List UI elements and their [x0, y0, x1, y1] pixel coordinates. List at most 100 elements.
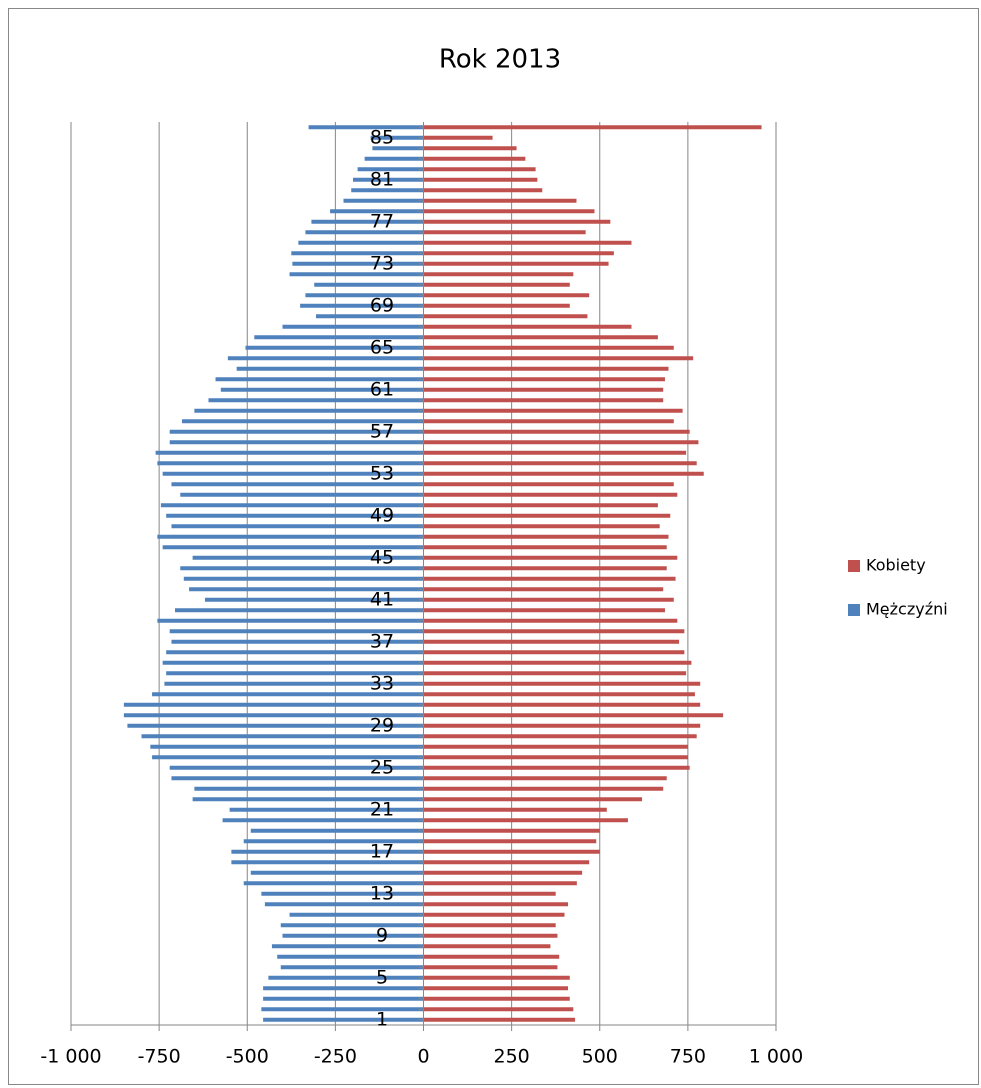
bar [169, 765, 424, 770]
bar [183, 576, 424, 581]
bar [227, 356, 424, 361]
y-tick-label: 49 [370, 504, 394, 526]
bar [189, 587, 424, 592]
y-tick-label: 73 [370, 252, 394, 274]
bar [157, 618, 424, 623]
bar [423, 797, 643, 802]
bar [423, 482, 674, 487]
bar [423, 188, 543, 193]
bar [423, 597, 674, 602]
bar [423, 272, 574, 277]
bar [123, 702, 424, 707]
y-tick-label: 81 [370, 168, 394, 190]
bar [423, 440, 699, 445]
bar [236, 366, 424, 371]
bar [152, 755, 424, 760]
bar [171, 639, 424, 644]
bar [423, 429, 690, 434]
bar [423, 377, 665, 382]
bar [364, 156, 424, 161]
y-tick-label: 69 [370, 294, 394, 316]
bar [423, 167, 536, 172]
bar [289, 272, 424, 277]
bar [152, 692, 424, 697]
bar [423, 293, 590, 298]
bar [423, 681, 701, 686]
bar [423, 450, 687, 455]
bar [423, 881, 577, 886]
bar [423, 923, 556, 928]
bar [423, 860, 590, 865]
bar [231, 860, 424, 865]
bar [423, 660, 692, 665]
bar [150, 744, 424, 749]
y-tick-label: 65 [370, 336, 394, 358]
bar [423, 965, 558, 970]
bar [229, 807, 424, 812]
bar [215, 377, 424, 382]
bar [157, 534, 424, 539]
bar [231, 849, 424, 854]
bar [423, 587, 664, 592]
bar [164, 681, 424, 686]
bar [261, 1007, 424, 1012]
bar [423, 692, 695, 697]
bar [423, 755, 688, 760]
bar [169, 440, 424, 445]
bar [311, 219, 424, 224]
y-tick-label: 9 [376, 924, 388, 946]
y-tick-label: 25 [370, 756, 394, 778]
bar [263, 996, 424, 1001]
bar [423, 408, 683, 413]
bar [204, 597, 424, 602]
bar [423, 125, 762, 130]
bar [282, 933, 424, 938]
bar [372, 146, 424, 151]
bar [222, 818, 424, 823]
bar [423, 261, 609, 266]
bar [208, 398, 424, 403]
bar [423, 671, 687, 676]
bar [423, 345, 674, 350]
bar [192, 797, 424, 802]
bar [162, 471, 424, 476]
y-tick-label: 21 [370, 798, 394, 820]
bar [423, 891, 556, 896]
bar [423, 566, 667, 571]
bar [423, 513, 671, 518]
bar [127, 723, 424, 728]
bar [162, 545, 424, 550]
bar [423, 629, 685, 634]
bar [141, 734, 424, 739]
bar [423, 786, 664, 791]
bar [423, 545, 667, 550]
bar [282, 324, 424, 329]
bar [245, 345, 424, 350]
bar [280, 965, 424, 970]
y-tick-label: 5 [376, 966, 388, 988]
bar [423, 524, 660, 529]
bar [330, 209, 424, 214]
y-tick-label: 17 [370, 840, 394, 862]
bar [423, 807, 607, 812]
bar [160, 503, 424, 508]
y-tick-label: 29 [370, 714, 394, 736]
bar [423, 314, 588, 319]
bar [261, 891, 424, 896]
bar [423, 986, 569, 991]
bar [423, 534, 669, 539]
bar [423, 734, 697, 739]
bar [423, 209, 595, 214]
bar [423, 156, 526, 161]
bar [423, 555, 678, 560]
bar [423, 356, 694, 361]
bar [171, 776, 424, 781]
bar [423, 618, 678, 623]
bar [423, 933, 558, 938]
bar [423, 870, 583, 875]
bar [423, 503, 658, 508]
x-tick-label: -500 [226, 1046, 269, 1068]
bar [155, 450, 424, 455]
bar [423, 230, 586, 235]
